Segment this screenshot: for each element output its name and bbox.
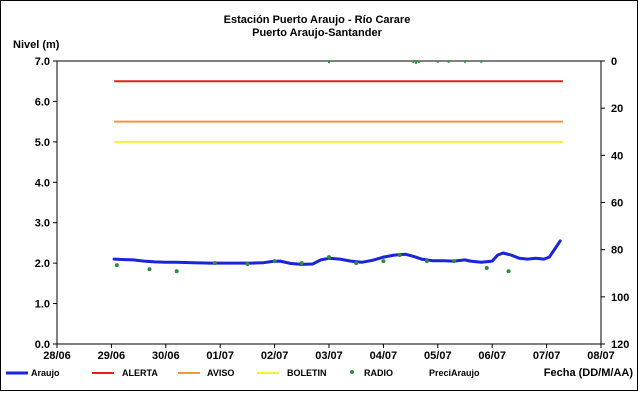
y-axis-ticks: 0.0 1.0 2.0 3.0 4.0 5.0 6.0 7.0 (35, 56, 57, 351)
y2-tick-label: 20 (611, 103, 623, 115)
radio-point (245, 261, 250, 266)
x-tick-label: 05/07 (424, 350, 452, 362)
precip-bar (464, 61, 466, 63)
radio-point (174, 269, 179, 274)
radio-point (354, 261, 359, 266)
y2-tick-label: 100 (611, 292, 629, 304)
x-tick-label: 01/07 (206, 350, 234, 362)
radio-point (381, 259, 386, 264)
legend: Araujo ALERTA AVISO BOLETIN RADIO PreciAraujo (6, 368, 480, 378)
y2-tick-label: 40 (611, 150, 623, 162)
series-line-araujo (112, 239, 562, 266)
radio-point (299, 261, 304, 266)
radio-point (114, 263, 119, 268)
x-tick-label: 30/06 (152, 350, 180, 362)
radio-point (452, 259, 457, 264)
x-tick-label: 29/06 (98, 350, 126, 362)
x-tick-label: 07/07 (533, 350, 561, 362)
y-tick-label: 5.0 (35, 137, 50, 149)
x-axis-label: Fecha (DD/M/AA) (544, 367, 634, 379)
precip-bar (415, 61, 418, 64)
legend-label-alerta: ALERTA (122, 368, 158, 378)
chart-subtitle: Puerto Araujo-Santander (252, 27, 382, 39)
y-tick-label: 4.0 (35, 177, 50, 189)
x-tick-label: 04/07 (370, 350, 398, 362)
precip-bar (436, 61, 439, 63)
precip-bar (417, 61, 420, 64)
chart-title: Estación Puerto Araujo - Río Carare (224, 14, 411, 26)
series-group (112, 61, 562, 274)
x-tick-label: 02/07 (261, 350, 289, 362)
radio-point (212, 261, 217, 266)
y-tick-label: 0.0 (35, 339, 50, 351)
radio-point (272, 259, 277, 264)
y2-tick-label: 120 (611, 339, 629, 351)
legend-label-preciaraujo: PreciAraujo (429, 368, 480, 378)
radio-point (327, 255, 331, 260)
radio-point (397, 253, 402, 258)
y2-tick-label: 0 (611, 56, 617, 68)
y-tick-label: 2.0 (35, 258, 50, 270)
threshold-lines (114, 80, 563, 143)
y-tick-label: 7.0 (35, 56, 50, 68)
legend-label-boletin: BOLETIN (287, 368, 327, 378)
x-tick-label: 28/06 (43, 350, 71, 362)
precip-bar (447, 61, 450, 63)
x-tick-label: 08/07 (587, 350, 615, 362)
radio-point (484, 265, 489, 270)
y2-tick-label: 80 (611, 245, 623, 257)
y-tick-label: 6.0 (35, 96, 50, 108)
y2-tick-label: 60 (611, 198, 623, 210)
y-axis-label: Nivel (m) (13, 39, 60, 51)
y2-axis-ticks: 0 20 40 60 80 100 120 (601, 56, 629, 351)
y-tick-label: 3.0 (35, 218, 50, 230)
precip-bar (412, 61, 415, 64)
x-tick-label: 03/07 (315, 350, 343, 362)
legend-label-aviso: AVISO (207, 368, 234, 378)
precip-bar (480, 61, 483, 63)
y-tick-label: 1.0 (35, 299, 50, 311)
x-axis-ticks: 28/06 29/06 30/06 01/07 02/07 03/07 04/07 05/07… (43, 344, 615, 362)
precip-bar (328, 61, 330, 64)
x-tick-label: 06/07 (478, 350, 506, 362)
legend-label-araujo: Araujo (31, 368, 60, 378)
radio-point (147, 267, 152, 272)
radio-point (506, 269, 511, 274)
plot-area (56, 60, 602, 345)
legend-label-radio: RADIO (364, 368, 393, 378)
radio-point (424, 259, 429, 264)
legend-swatch-radio (350, 370, 354, 374)
